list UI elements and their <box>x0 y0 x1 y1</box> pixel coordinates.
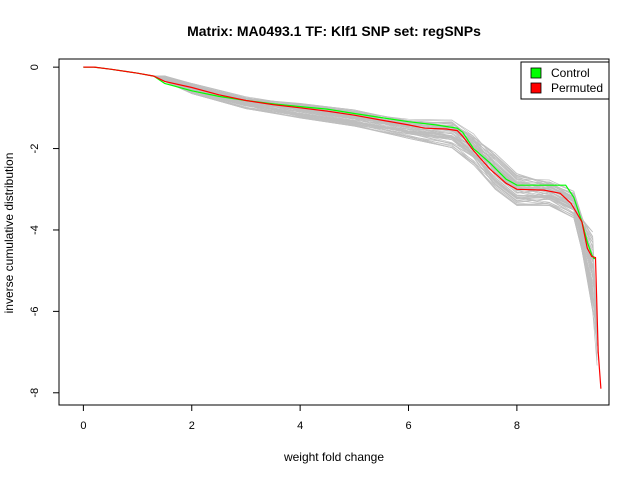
y-tick-label: -6 <box>29 306 41 316</box>
x-tick-label: 6 <box>405 420 411 432</box>
series-lines <box>83 66 602 389</box>
plot-frame <box>58 58 610 406</box>
legend-swatch-permuted <box>530 82 542 94</box>
y-axis-label: inverse cumulative distribution <box>2 153 16 314</box>
legend-swatch-control <box>530 67 542 79</box>
x-axis-label: weight fold change <box>283 450 384 464</box>
control-line <box>83 66 596 260</box>
x-tick-label: 0 <box>80 420 86 432</box>
x-tick-label: 2 <box>189 420 195 432</box>
y-tick-label: 0 <box>29 64 41 70</box>
y-tick-label: -4 <box>29 225 41 235</box>
chart-title: Matrix: MA0493.1 TF: Klf1 SNP set: regSN… <box>187 23 481 39</box>
permuted-line <box>83 66 602 389</box>
y-tick-label: -2 <box>29 144 41 154</box>
legend-label-permuted: Permuted <box>551 81 603 95</box>
x-tick-label: 8 <box>514 420 520 432</box>
x-tick-label: 4 <box>297 420 303 432</box>
y-tick-label: -8 <box>29 388 41 398</box>
legend-label-control: Control <box>551 66 590 80</box>
legend: Control Permuted <box>520 61 610 100</box>
